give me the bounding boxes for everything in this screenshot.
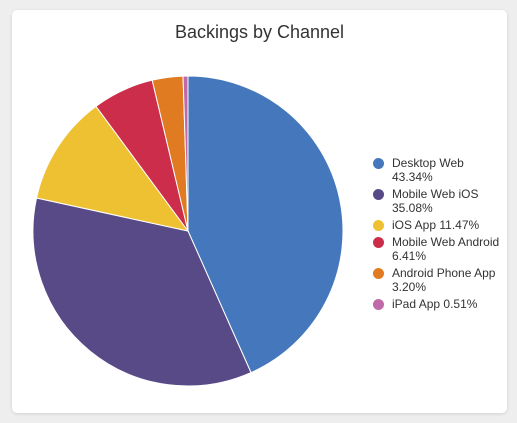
legend-item[interactable]: iOS App 11.47% — [373, 218, 503, 232]
chart-title: Backings by Channel — [174, 22, 345, 42]
legend-swatch — [373, 237, 384, 248]
pie-slice[interactable] — [32, 197, 252, 387]
legend-label: Desktop Web 43.34% — [392, 156, 464, 184]
legend-item[interactable]: Mobile Web iOS 35.08% — [373, 187, 503, 215]
legend-item[interactable]: Android Phone App 3.20% — [373, 266, 503, 294]
chart-legend: Desktop Web 43.34% Mobile Web iOS 35.08%… — [373, 156, 503, 314]
legend-label: Mobile Web iOS 35.08% — [392, 187, 479, 215]
legend-item[interactable]: Mobile Web Android 6.41% — [373, 235, 503, 263]
pie-slice[interactable] — [187, 75, 344, 374]
legend-label: Mobile Web Android 6.41% — [392, 235, 500, 263]
legend-label: iPad App 0.51% — [392, 297, 478, 311]
legend-swatch — [373, 220, 384, 231]
pie-chart — [32, 75, 344, 387]
legend-item[interactable]: Desktop Web 43.34% — [373, 156, 503, 184]
legend-swatch — [373, 268, 384, 279]
legend-swatch — [373, 299, 384, 310]
legend-label: Android Phone App 3.20% — [392, 266, 496, 294]
legend-item[interactable]: iPad App 0.51% — [373, 297, 503, 311]
chart-card: Backings by Channel Desktop Web 43.34% M… — [12, 10, 507, 413]
legend-label: iOS App 11.47% — [392, 218, 480, 232]
pie-slice[interactable] — [182, 75, 189, 232]
legend-swatch — [373, 158, 384, 169]
legend-swatch — [373, 189, 384, 200]
pie-slice[interactable] — [35, 105, 190, 232]
